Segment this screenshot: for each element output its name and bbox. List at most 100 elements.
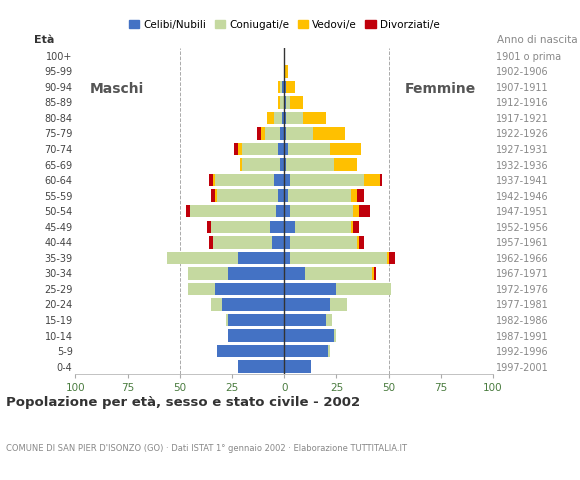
Bar [280, 81, 282, 93]
Bar [284, 205, 291, 217]
Bar [211, 220, 270, 233]
Bar [288, 190, 351, 202]
Bar [303, 112, 326, 124]
Bar [218, 190, 278, 202]
Bar [357, 190, 364, 202]
Bar [211, 190, 215, 202]
Bar [207, 220, 211, 233]
Bar [287, 127, 313, 140]
Bar [234, 143, 238, 155]
Bar [280, 127, 284, 140]
Bar [328, 345, 330, 357]
Bar [218, 345, 284, 357]
Bar [353, 205, 360, 217]
Bar [215, 174, 274, 186]
Bar [209, 236, 213, 249]
Bar [360, 236, 364, 249]
Bar [278, 190, 284, 202]
Bar [257, 127, 261, 140]
Bar [305, 267, 372, 279]
Text: COMUNE DI SAN PIER D'ISONZO (GO) · Dati ISTAT 1° gennaio 2002 · Elaborazione TUT: COMUNE DI SAN PIER D'ISONZO (GO) · Dati … [6, 444, 407, 453]
Bar [282, 81, 284, 93]
Bar [351, 220, 353, 233]
Bar [284, 345, 328, 357]
Text: Maschi: Maschi [90, 82, 144, 96]
Bar [280, 158, 284, 171]
Bar [238, 360, 284, 373]
Bar [284, 236, 291, 249]
Bar [209, 174, 213, 186]
Bar [334, 158, 357, 171]
Bar [280, 96, 284, 108]
Bar [291, 96, 303, 108]
Bar [228, 329, 284, 342]
Bar [215, 190, 218, 202]
Bar [291, 174, 364, 186]
Bar [284, 174, 291, 186]
Bar [330, 143, 361, 155]
Bar [186, 205, 190, 217]
Bar [284, 329, 334, 342]
Bar [288, 143, 330, 155]
Bar [284, 283, 336, 295]
Bar [351, 190, 357, 202]
Bar [238, 252, 284, 264]
Text: Età: Età [34, 35, 54, 45]
Bar [267, 112, 274, 124]
Bar [374, 267, 376, 279]
Bar [287, 112, 303, 124]
Bar [266, 127, 280, 140]
Bar [291, 236, 357, 249]
Bar [287, 81, 295, 93]
Bar [284, 112, 287, 124]
Bar [284, 96, 287, 108]
Bar [274, 112, 282, 124]
Bar [284, 220, 295, 233]
Bar [242, 158, 280, 171]
Bar [287, 158, 334, 171]
Bar [313, 127, 345, 140]
Bar [284, 65, 288, 78]
Bar [284, 360, 311, 373]
Bar [270, 220, 284, 233]
Bar [295, 220, 351, 233]
Bar [188, 267, 228, 279]
Bar [222, 298, 284, 311]
Bar [380, 174, 382, 186]
Bar [190, 205, 276, 217]
Bar [278, 96, 280, 108]
Bar [240, 158, 242, 171]
Bar [291, 205, 353, 217]
Bar [261, 127, 266, 140]
Bar [271, 236, 284, 249]
Bar [360, 205, 370, 217]
Bar [282, 112, 284, 124]
Bar [211, 298, 222, 311]
Bar [291, 252, 386, 264]
Bar [284, 143, 288, 155]
Bar [278, 143, 284, 155]
Bar [334, 329, 336, 342]
Text: Femmine: Femmine [405, 82, 476, 96]
Bar [284, 314, 326, 326]
Bar [353, 220, 360, 233]
Bar [238, 143, 242, 155]
Bar [389, 252, 395, 264]
Text: Popolazione per età, sesso e stato civile - 2002: Popolazione per età, sesso e stato civil… [6, 396, 360, 409]
Bar [167, 252, 238, 264]
Legend: Celibi/Nubili, Coniugati/e, Vedovi/e, Divorziati/e: Celibi/Nubili, Coniugati/e, Vedovi/e, Di… [125, 16, 444, 34]
Bar [330, 298, 347, 311]
Bar [284, 252, 291, 264]
Bar [213, 236, 271, 249]
Bar [364, 174, 380, 186]
Bar [242, 143, 278, 155]
Bar [326, 314, 332, 326]
Bar [213, 174, 215, 186]
Bar [284, 298, 330, 311]
Bar [278, 81, 280, 93]
Bar [287, 96, 291, 108]
Bar [284, 127, 287, 140]
Bar [228, 314, 284, 326]
Bar [228, 267, 284, 279]
Bar [284, 190, 288, 202]
